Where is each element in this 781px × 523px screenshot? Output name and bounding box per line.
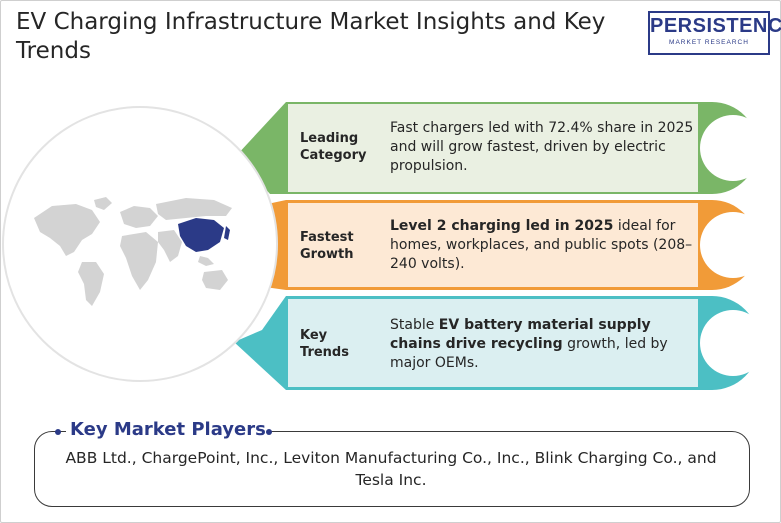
europe-shape (120, 206, 158, 228)
teal-connector (234, 296, 286, 390)
band-fastest-growth (286, 200, 766, 290)
north-asia-shape (156, 198, 232, 220)
logo-tagline: MARKET RESEARCH (669, 39, 749, 46)
key-players-title: Key Market Players (66, 419, 270, 440)
greenland-shape (94, 197, 112, 210)
row-label-key-trends: Key Trends (300, 328, 349, 360)
title-dot-right (266, 429, 272, 435)
band-circle (700, 115, 766, 181)
row-text-key-trends: Stable EV battery material supply chains… (390, 317, 668, 371)
band-circle (700, 310, 766, 376)
brand-logo: PERSISTENCE MARKET RESEARCH (648, 11, 781, 55)
key-players-list: ABB Ltd., ChargePoint, Inc., Leviton Man… (65, 449, 717, 489)
japan-highlight (224, 226, 230, 240)
south-asia-shape (158, 230, 182, 262)
south-america-shape (78, 262, 104, 306)
band-key-trends (286, 296, 766, 390)
band-leading-category (286, 102, 766, 194)
world-map-globe (2, 106, 278, 382)
africa-shape (120, 232, 158, 290)
row-text-leading-category: Fast chargers led with 72.4% share in 20… (390, 120, 694, 174)
southeast-asia-shape (198, 256, 214, 266)
north-america-shape (34, 204, 100, 256)
asia-pacific-highlight (178, 218, 224, 252)
row-text-fastest-growth: Level 2 charging led in 2025 ideal for h… (390, 218, 693, 272)
logo-wordmark: PERSISTENCE (650, 15, 781, 37)
title-dot-left (55, 429, 61, 435)
row-label-fastest-growth: Fastest Growth (300, 230, 354, 262)
row-label-leading-category: Leading Category (300, 131, 367, 163)
australia-shape (202, 270, 228, 290)
page-title: EV Charging Infrastructure Market Insigh… (16, 9, 606, 64)
key-players-box (34, 431, 750, 507)
band-circle (700, 212, 766, 278)
green-connector (236, 102, 286, 194)
